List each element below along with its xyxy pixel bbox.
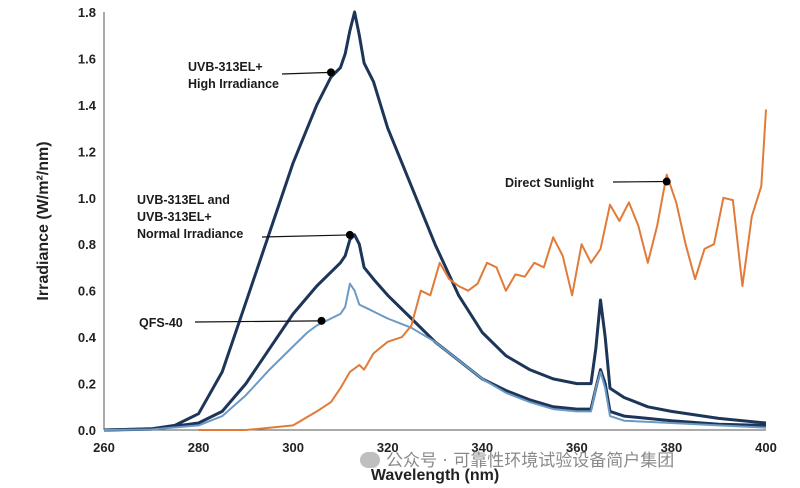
series-line-uvb-normal <box>103 233 767 432</box>
y-tick-label: 1.2 <box>78 144 96 159</box>
wechat-icon <box>360 452 380 468</box>
ann-high-marker <box>326 68 335 77</box>
ann-normal-label: UVB-313EL+ <box>137 210 212 224</box>
series-line-qfs-40 <box>103 282 767 431</box>
ann-high-label: UVB-313EL+ <box>188 60 263 74</box>
series-line-sunlight <box>198 109 767 431</box>
x-tick-label: 340 <box>471 440 493 455</box>
axes: 0.0 0.2 0.4 0.6 0.8 1.0 1.2 1.4 1.6 1.8 260 280 300 3… <box>78 5 777 455</box>
ann-normal-label: UVB-313EL and <box>137 193 230 207</box>
y-tick-label: 0.4 <box>78 330 97 345</box>
ann-normal-label: Normal Irradiance <box>137 227 243 241</box>
ann-high-label: High Irradiance <box>188 77 279 91</box>
ann-normal-leader <box>261 234 350 238</box>
x-tick-label: 380 <box>661 440 683 455</box>
ann-qfs-label: QFS-40 <box>139 316 183 330</box>
ann-qfs-leader <box>194 320 322 323</box>
series-line-uvb-high <box>103 10 767 432</box>
y-tick-label: 0.6 <box>78 284 96 299</box>
ann-sun-marker <box>662 177 671 186</box>
x-axis-title: Wavelength (nm) <box>371 467 499 484</box>
annotations-group: UVB-313EL+ High Irradiance UVB-313EL and UV… <box>137 60 671 330</box>
x-tick-label: 360 <box>566 440 588 455</box>
y-tick-label: 1.0 <box>78 191 96 206</box>
y-tick-label: 1.8 <box>78 5 96 20</box>
watermark-text: 公众号 · 可靠性环境试验设备简户集团 <box>386 451 675 471</box>
series-group <box>103 10 767 432</box>
x-tick-label: 280 <box>188 440 210 455</box>
x-tick-label: 400 <box>755 440 777 455</box>
y-tick-label: 1.4 <box>78 98 97 113</box>
y-tick-label: 0.0 <box>78 423 96 438</box>
x-tick-label: 300 <box>282 440 304 455</box>
ann-qfs-marker <box>317 316 326 325</box>
ann-sun-label: Direct Sunlight <box>505 176 595 190</box>
x-tick-label: 260 <box>93 440 115 455</box>
x-tick-label: 320 <box>377 440 399 455</box>
y-tick-label: 1.6 <box>78 51 96 66</box>
watermark: 公众号 · 可靠性环境试验设备简户集团 <box>360 446 674 471</box>
ann-normal-marker <box>345 230 354 239</box>
ann-high-leader <box>281 71 331 75</box>
y-tick-label: 0.2 <box>78 377 96 392</box>
y-tick-label: 0.8 <box>78 237 96 252</box>
y-axis-title: Irradiance (W/m²/nm) <box>35 141 52 300</box>
